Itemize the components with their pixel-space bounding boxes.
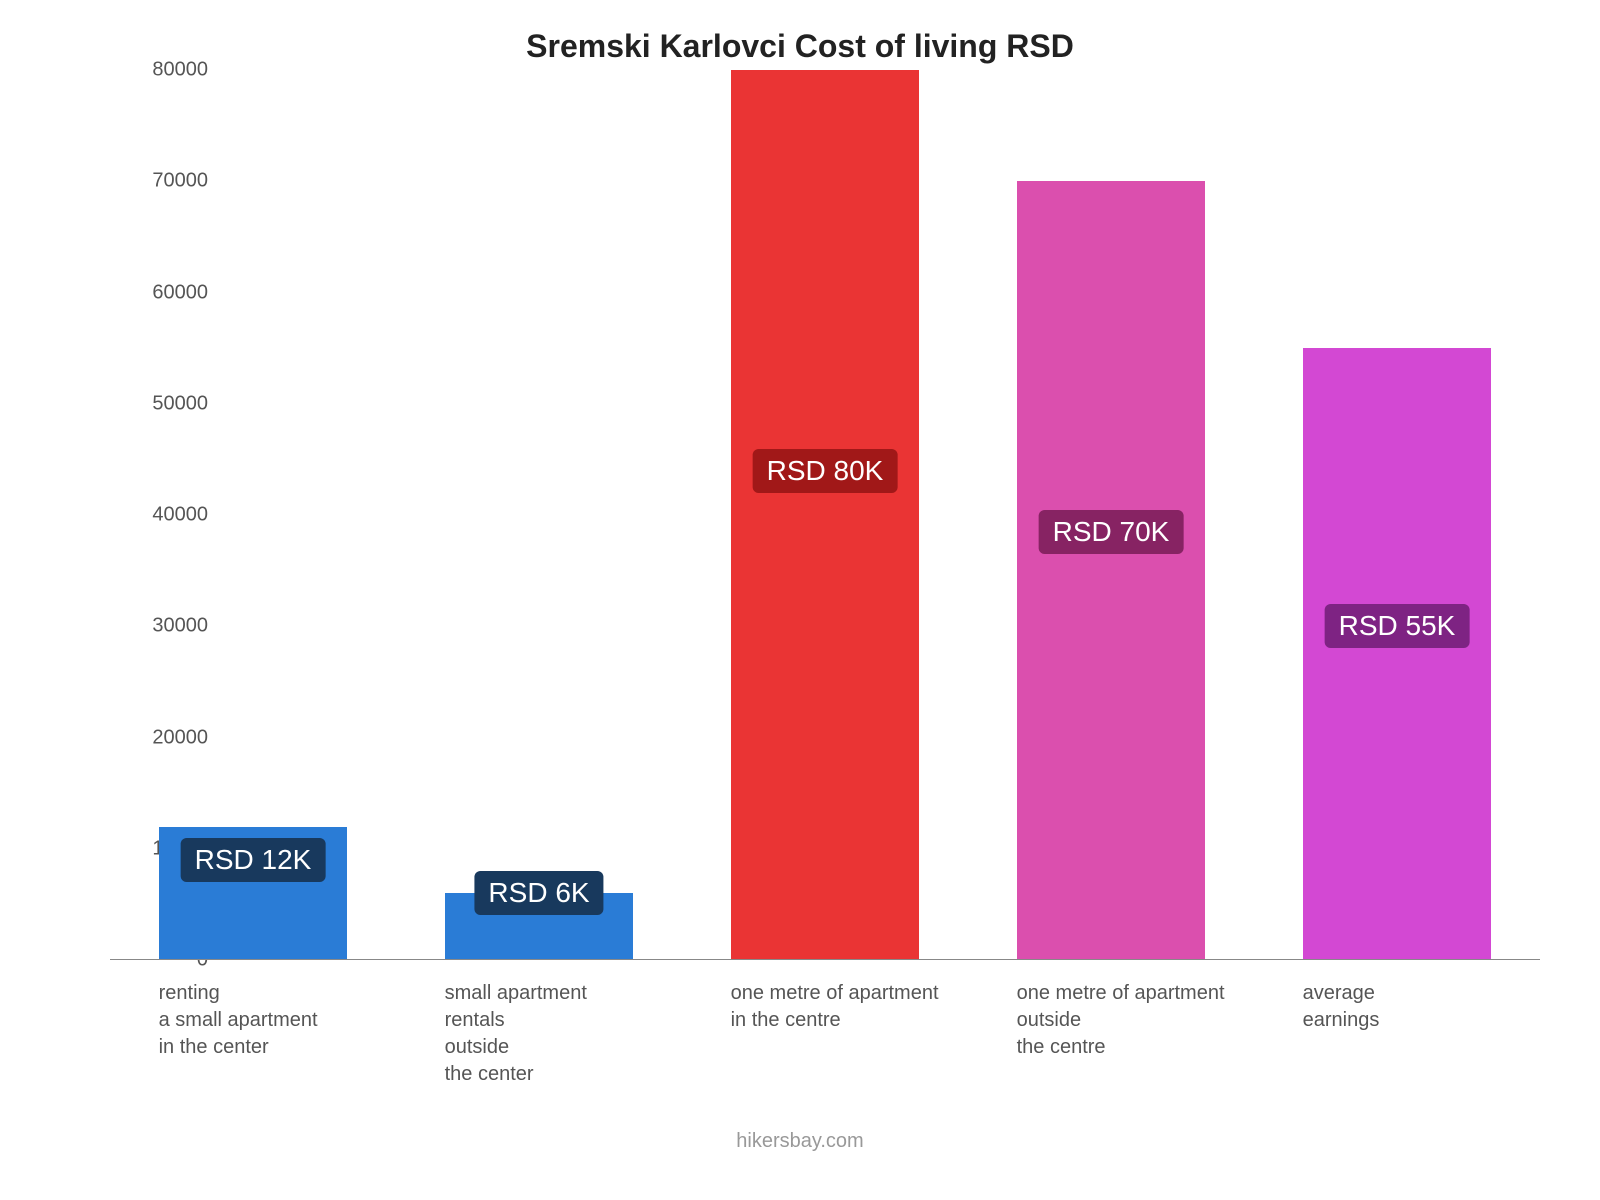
bar-value-label: RSD 6K	[474, 871, 603, 915]
cost-of-living-chart: Sremski Karlovci Cost of living RSD 0100…	[0, 0, 1600, 1200]
bar-value-label: RSD 70K	[1039, 510, 1184, 554]
bars-layer: RSD 12K RSD 6K RSD 80K RSD 70K RSD 55K	[110, 70, 1540, 960]
x-category-label: average earnings	[1303, 980, 1380, 1034]
x-category-label: one metre of apartment outside the centr…	[1017, 980, 1225, 1061]
bar	[1017, 181, 1206, 960]
bar-value-label: RSD 12K	[181, 838, 326, 882]
bar-value-label: RSD 80K	[753, 449, 898, 493]
x-baseline	[110, 959, 1540, 960]
x-category-label: one metre of apartment in the centre	[731, 980, 939, 1034]
chart-title: Sremski Karlovci Cost of living RSD	[40, 28, 1560, 65]
bar	[1303, 348, 1492, 960]
bar	[731, 70, 920, 960]
plot-area: 0100002000030000400005000060000700008000…	[110, 70, 1540, 960]
attribution: hikersbay.com	[0, 1130, 1600, 1153]
x-category-label: small apartment rentals outside the cent…	[445, 980, 587, 1088]
bar-value-label: RSD 55K	[1325, 604, 1470, 648]
x-category-label: renting a small apartment in the center	[159, 980, 318, 1061]
